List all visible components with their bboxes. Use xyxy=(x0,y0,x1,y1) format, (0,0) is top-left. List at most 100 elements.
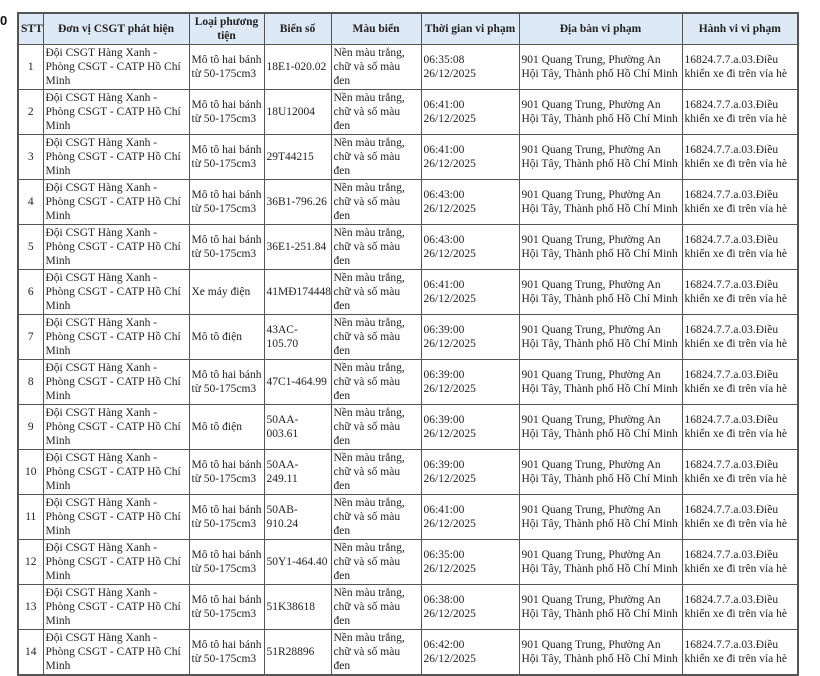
vehicle-type-cell: Mô tô hai bánh từ 50-175cm3 xyxy=(188,539,265,585)
location-cell: 901 Quang Trung, Phường An Hội Tây, Thàn… xyxy=(518,179,683,225)
vehicle-type-cell: Mô tô hai bánh từ 50-175cm3 xyxy=(188,629,265,676)
stt-cell: 11 xyxy=(17,494,44,540)
vehicle-type-cell: Mô tô hai bánh từ 50-175cm3 xyxy=(188,179,265,225)
unit-cell: Đội CSGT Hàng Xanh - Phòng CSGT - CATP H… xyxy=(42,629,190,676)
unit-cell: Đội CSGT Hàng Xanh - Phòng CSGT - CATP H… xyxy=(42,539,190,585)
violations-table: STT Đơn vị CSGT phát hiện Loại phương ti… xyxy=(17,12,799,676)
time-cell: 06:39:00 26/12/2025 xyxy=(420,359,520,405)
location-cell: 901 Quang Trung, Phường An Hội Tây, Thàn… xyxy=(518,269,683,315)
unit-cell: Đội CSGT Hàng Xanh - Phòng CSGT - CATP H… xyxy=(42,224,190,270)
location-cell: 901 Quang Trung, Phường An Hội Tây, Thàn… xyxy=(518,314,683,360)
time-cell: 06:41:00 26/12/2025 xyxy=(420,494,520,540)
table-row: 5 Đội CSGT Hàng Xanh - Phòng CSGT - CATP … xyxy=(17,224,799,270)
violation-cell: 16824.7.7.a.03.Điều khiển xe đi trên vỉa… xyxy=(681,539,799,585)
time-cell: 06:38:00 26/12/2025 xyxy=(420,584,520,630)
vehicle-type-cell: Mô tô điện xyxy=(188,314,265,360)
stt-cell: 3 xyxy=(17,134,44,180)
plate-cell: 29T44215 xyxy=(263,134,332,180)
unit-cell: Đội CSGT Hàng Xanh - Phòng CSGT - CATP H… xyxy=(42,404,190,450)
location-cell: 901 Quang Trung, Phường An Hội Tây, Thàn… xyxy=(518,494,683,540)
header-stt: STT xyxy=(17,12,44,45)
plate-cell: 50AB-910.24 xyxy=(263,494,332,540)
unit-cell: Đội CSGT Hàng Xanh - Phòng CSGT - CATP H… xyxy=(42,359,190,405)
violation-cell: 16824.7.7.a.03.Điều khiển xe đi trên vỉa… xyxy=(681,44,799,90)
plate-color-cell: Nền màu trắng, chữ và số màu đen xyxy=(330,269,422,315)
unit-cell: Đội CSGT Hàng Xanh - Phòng CSGT - CATP H… xyxy=(42,269,190,315)
plate-cell: 50Y1-464.40 xyxy=(263,539,332,585)
vehicle-type-cell: Mô tô hai bánh từ 50-175cm3 xyxy=(188,584,265,630)
time-cell: 06:42:00 26/12/2025 xyxy=(420,629,520,676)
vehicle-type-cell: Mô tô hai bánh từ 50-175cm3 xyxy=(188,224,265,270)
violation-cell: 16824.7.7.a.03.Điều khiển xe đi trên vỉa… xyxy=(681,269,799,315)
plate-cell: 18U12004 xyxy=(263,89,332,135)
vehicle-type-cell: Xe máy điện xyxy=(188,269,265,315)
table-row: 11 Đội CSGT Hàng Xanh - Phòng CSGT - CATP… xyxy=(17,494,799,540)
location-cell: 901 Quang Trung, Phường An Hội Tây, Thàn… xyxy=(518,629,683,676)
time-cell: 06:39:00 26/12/2025 xyxy=(420,449,520,495)
header-time: Thời gian vi phạm xyxy=(420,12,520,45)
unit-cell: Đội CSGT Hàng Xanh - Phòng CSGT - CATP H… xyxy=(42,584,190,630)
violation-cell: 16824.7.7.a.03.Điều khiển xe đi trên vỉa… xyxy=(681,134,799,180)
violation-cell: 16824.7.7.a.03.Điều khiển xe đi trên vỉa… xyxy=(681,179,799,225)
table-row: 8 Đội CSGT Hàng Xanh - Phòng CSGT - CATP … xyxy=(17,359,799,405)
unit-cell: Đội CSGT Hàng Xanh - Phòng CSGT - CATP H… xyxy=(42,89,190,135)
stt-cell: 7 xyxy=(17,314,44,360)
vehicle-type-cell: Mô tô hai bánh từ 50-175cm3 xyxy=(188,44,265,90)
stt-cell: 8 xyxy=(17,359,44,405)
vehicle-type-cell: Mô tô hai bánh từ 50-175cm3 xyxy=(188,134,265,180)
stt-cell: 10 xyxy=(17,449,44,495)
stt-cell: 1 xyxy=(17,44,44,90)
unit-cell: Đội CSGT Hàng Xanh - Phòng CSGT - CATP H… xyxy=(42,134,190,180)
table-row: 3 Đội CSGT Hàng Xanh - Phòng CSGT - CATP … xyxy=(17,134,799,180)
plate-cell: 41MĐ174448 xyxy=(263,269,332,315)
plate-color-cell: Nền màu trắng, chữ và số màu đen xyxy=(330,629,422,676)
plate-color-cell: Nền màu trắng, chữ và số màu đen xyxy=(330,89,422,135)
location-cell: 901 Quang Trung, Phường An Hội Tây, Thàn… xyxy=(518,539,683,585)
time-cell: 06:35:00 26/12/2025 xyxy=(420,539,520,585)
violation-cell: 16824.7.7.a.03.Điều khiển xe đi trên vỉa… xyxy=(681,494,799,540)
table-row: 9 Đội CSGT Hàng Xanh - Phòng CSGT - CATP … xyxy=(17,404,799,450)
time-cell: 06:41:00 26/12/2025 xyxy=(420,89,520,135)
cropped-edge-text: 0 xyxy=(0,13,8,28)
table-row: 2 Đội CSGT Hàng Xanh - Phòng CSGT - CATP … xyxy=(17,89,799,135)
plate-color-cell: Nền màu trắng, chữ và số màu đen xyxy=(330,359,422,405)
location-cell: 901 Quang Trung, Phường An Hội Tây, Thàn… xyxy=(518,584,683,630)
table-row: 12 Đội CSGT Hàng Xanh - Phòng CSGT - CATP… xyxy=(17,539,799,585)
plate-color-cell: Nền màu trắng, chữ và số màu đen xyxy=(330,584,422,630)
plate-color-cell: Nền màu trắng, chữ và số màu đen xyxy=(330,179,422,225)
plate-color-cell: Nền màu trắng, chữ và số màu đen xyxy=(330,314,422,360)
plate-color-cell: Nền màu trắng, chữ và số màu đen xyxy=(330,539,422,585)
header-unit: Đơn vị CSGT phát hiện xyxy=(42,12,190,45)
table-row: 4 Đội CSGT Hàng Xanh - Phòng CSGT - CATP … xyxy=(17,179,799,225)
unit-cell: Đội CSGT Hàng Xanh - Phòng CSGT - CATP H… xyxy=(42,179,190,225)
header-plate-color: Màu biển xyxy=(330,12,422,45)
stt-cell: 12 xyxy=(17,539,44,585)
header-location: Địa bàn vi phạm xyxy=(518,12,683,45)
vehicle-type-cell: Mô tô hai bánh từ 50-175cm3 xyxy=(188,494,265,540)
unit-cell: Đội CSGT Hàng Xanh - Phòng CSGT - CATP H… xyxy=(42,449,190,495)
time-cell: 06:35:08 26/12/2025 xyxy=(420,44,520,90)
table-row: 10 Đội CSGT Hàng Xanh - Phòng CSGT - CATP… xyxy=(17,449,799,495)
violation-cell: 16824.7.7.a.03.Điều khiển xe đi trên vỉa… xyxy=(681,629,799,676)
violation-cell: 16824.7.7.a.03.Điều khiển xe đi trên vỉa… xyxy=(681,449,799,495)
time-cell: 06:43:00 26/12/2025 xyxy=(420,224,520,270)
violation-cell: 16824.7.7.a.03.Điều khiển xe đi trên vỉa… xyxy=(681,404,799,450)
violation-cell: 16824.7.7.a.03.Điều khiển xe đi trên vỉa… xyxy=(681,359,799,405)
time-cell: 06:41:00 26/12/2025 xyxy=(420,269,520,315)
plate-cell: 51K38618 xyxy=(263,584,332,630)
location-cell: 901 Quang Trung, Phường An Hội Tây, Thàn… xyxy=(518,134,683,180)
vehicle-type-cell: Mô tô hai bánh từ 50-175cm3 xyxy=(188,89,265,135)
stt-cell: 5 xyxy=(17,224,44,270)
time-cell: 06:41:00 26/12/2025 xyxy=(420,134,520,180)
violation-cell: 16824.7.7.a.03.Điều khiển xe đi trên vỉa… xyxy=(681,584,799,630)
header-plate: Biển số xyxy=(263,12,332,45)
vehicle-type-cell: Mô tô hai bánh từ 50-175cm3 xyxy=(188,359,265,405)
plate-cell: 50AA-003.61 xyxy=(263,404,332,450)
plate-color-cell: Nền màu trắng, chữ và số màu đen xyxy=(330,134,422,180)
table-row: 1 Đội CSGT Hàng Xanh - Phòng CSGT - CATP … xyxy=(17,44,799,90)
stt-cell: 4 xyxy=(17,179,44,225)
vehicle-type-cell: Mô tô điện xyxy=(188,404,265,450)
time-cell: 06:43:00 26/12/2025 xyxy=(420,179,520,225)
plate-cell: 51R28896 xyxy=(263,629,332,676)
violation-cell: 16824.7.7.a.03.Điều khiển xe đi trên vỉa… xyxy=(681,314,799,360)
